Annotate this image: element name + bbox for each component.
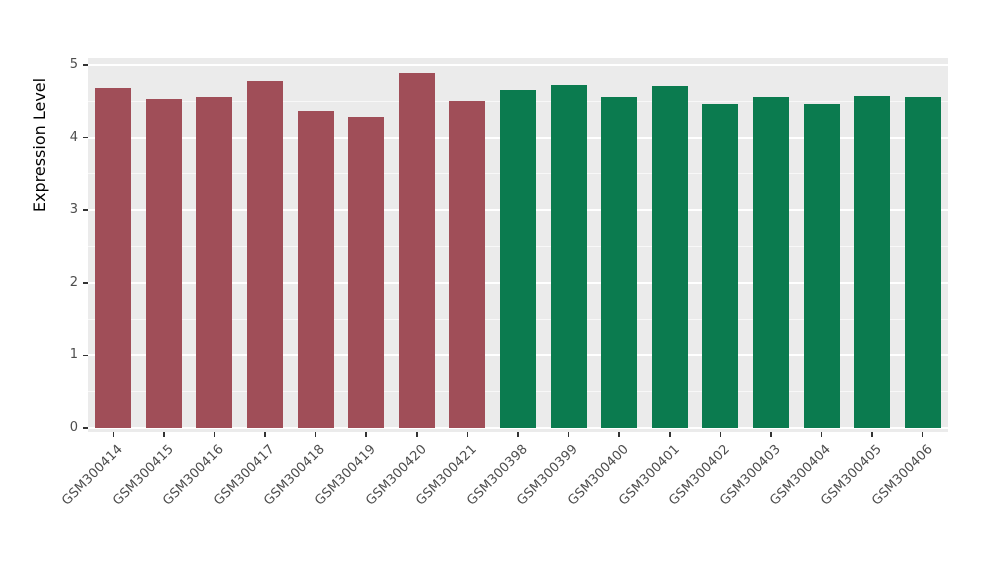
x-tick-mark [365, 432, 367, 437]
y-tick-label: 5 [69, 57, 78, 72]
bar [550, 85, 587, 428]
x-tick-mark [314, 432, 317, 437]
y-tick-label: 4 [69, 129, 78, 145]
y-tick-label: 1 [69, 347, 78, 363]
y-tick-mark [83, 354, 88, 357]
bar [601, 96, 638, 428]
bar [196, 96, 233, 428]
bar [95, 88, 132, 428]
gridline-major [88, 427, 948, 429]
bar [348, 117, 385, 428]
bar [651, 86, 688, 428]
bar [145, 99, 182, 428]
bar [702, 104, 739, 428]
bar [752, 96, 789, 428]
y-tick-label: 0 [69, 420, 78, 435]
x-tick-mark [416, 432, 418, 437]
x-tick-mark [264, 432, 266, 437]
bar [803, 104, 840, 428]
bar [500, 89, 536, 428]
x-tick-mark [669, 432, 671, 437]
x-tick-mark [163, 432, 165, 437]
y-tick-label: 2 [69, 274, 78, 290]
x-tick-mark [820, 432, 823, 437]
bar [449, 101, 486, 428]
bar [398, 72, 435, 428]
bar [297, 110, 334, 428]
bar [904, 96, 941, 428]
x-tick-mark [770, 432, 772, 437]
y-tick-label: 3 [69, 202, 78, 218]
x-tick-mark [517, 432, 519, 437]
x-tick-mark [567, 432, 570, 437]
x-tick-mark [921, 432, 924, 437]
y-tick-mark [83, 282, 88, 284]
bar [854, 96, 891, 428]
plot-panel [88, 58, 948, 432]
gridline-major [88, 64, 948, 66]
x-tick-mark [618, 432, 620, 437]
y-tick-mark [83, 64, 88, 66]
x-tick-mark [213, 432, 216, 437]
y-tick-mark [83, 136, 88, 139]
y-tick-mark [83, 209, 88, 211]
x-tick-mark [719, 432, 722, 437]
x-tick-mark [466, 432, 469, 437]
bar [247, 80, 284, 428]
x-tick-mark [112, 432, 115, 437]
y-tick-mark [83, 427, 88, 429]
x-tick-mark [871, 432, 873, 437]
